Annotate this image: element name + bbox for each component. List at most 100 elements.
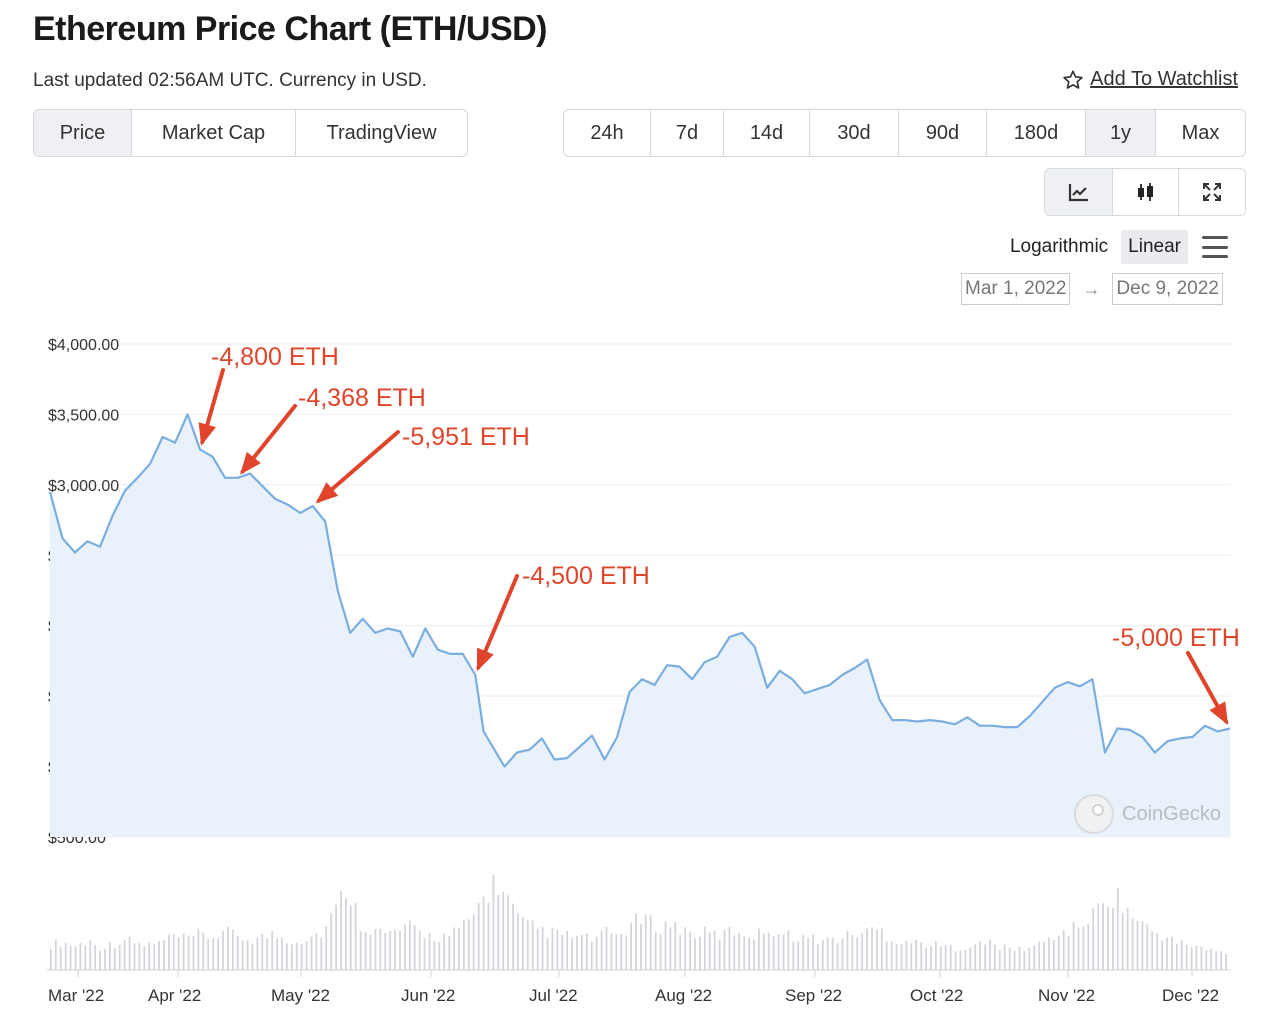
volume-bar bbox=[340, 891, 342, 970]
volume-bar bbox=[311, 936, 313, 970]
tab-tradingview[interactable]: TradingView bbox=[296, 110, 467, 156]
volume-bar bbox=[237, 936, 239, 970]
volume-bar bbox=[1225, 954, 1227, 970]
x-tick-label: Aug '22 bbox=[655, 986, 712, 1005]
volume-bar bbox=[414, 925, 416, 970]
volume-bar bbox=[906, 941, 908, 970]
date-from-input[interactable]: Mar 1, 2022 bbox=[961, 273, 1070, 305]
x-tick-label: Jun '22 bbox=[401, 986, 455, 1005]
coingecko-logo-eye bbox=[1093, 805, 1103, 815]
volume-bar bbox=[537, 929, 539, 970]
volume-bar bbox=[1043, 942, 1045, 970]
scale-logarithmic[interactable]: Logarithmic bbox=[1003, 230, 1115, 264]
annotation-label: -5,951 ETH bbox=[402, 423, 530, 451]
chart-menu-icon[interactable] bbox=[1202, 236, 1228, 258]
range-max[interactable]: Max bbox=[1156, 110, 1245, 156]
candlestick-button[interactable] bbox=[1113, 169, 1179, 215]
volume-bar bbox=[788, 930, 790, 970]
scale-linear[interactable]: Linear bbox=[1121, 230, 1188, 264]
volume-bar bbox=[920, 942, 922, 970]
volume-bar bbox=[925, 948, 927, 970]
volume-bar bbox=[670, 928, 672, 971]
annotation-label: -4,800 ETH bbox=[211, 343, 339, 371]
fullscreen-button[interactable] bbox=[1179, 169, 1245, 215]
volume-bar bbox=[1019, 947, 1021, 970]
volume-bar bbox=[89, 940, 91, 970]
tab-market-cap[interactable]: Market Cap bbox=[132, 110, 296, 156]
fullscreen-icon bbox=[1202, 182, 1222, 202]
volume-bar bbox=[522, 917, 524, 970]
volume-bar bbox=[434, 941, 436, 970]
volume-bar bbox=[896, 944, 898, 970]
volume-bar bbox=[832, 938, 834, 970]
volume-bar bbox=[1196, 946, 1198, 970]
x-tick-label: Dec '22 bbox=[1162, 986, 1219, 1005]
volume-bar bbox=[148, 943, 150, 970]
volume-bar bbox=[1171, 937, 1173, 970]
volume-bar bbox=[566, 931, 568, 970]
volume-bar bbox=[80, 943, 82, 970]
volume-bar bbox=[1215, 951, 1217, 970]
volume-bar bbox=[763, 934, 765, 970]
volume-bar bbox=[689, 932, 691, 970]
volume-bar bbox=[458, 928, 460, 970]
range-1y[interactable]: 1y bbox=[1086, 110, 1156, 156]
range-7d[interactable]: 7d bbox=[651, 110, 724, 156]
range-24h[interactable]: 24h bbox=[564, 110, 651, 156]
volume-bar bbox=[733, 935, 735, 970]
watchlist-label: Add To Watchlist bbox=[1090, 68, 1238, 91]
x-tick-label: Nov '22 bbox=[1038, 986, 1095, 1005]
volume-bar bbox=[379, 929, 381, 970]
volume-bar bbox=[655, 933, 657, 971]
volume-bar bbox=[1191, 947, 1193, 970]
x-tick-label: Mar '22 bbox=[48, 986, 104, 1005]
volume-bar bbox=[320, 938, 322, 970]
volume-bar bbox=[178, 937, 180, 970]
volume-bar bbox=[473, 915, 475, 970]
line-chart-button[interactable] bbox=[1045, 169, 1113, 215]
volume-bar bbox=[193, 936, 195, 970]
volume-bar bbox=[901, 944, 903, 970]
date-to-input[interactable]: Dec 9, 2022 bbox=[1112, 273, 1222, 305]
range-14d[interactable]: 14d bbox=[724, 110, 810, 156]
volume-bar bbox=[1201, 947, 1203, 970]
line-chart-icon bbox=[1068, 182, 1090, 202]
volume-bar bbox=[60, 947, 62, 970]
volume-bar bbox=[650, 915, 652, 970]
volume-bar bbox=[660, 934, 662, 970]
volume-bar bbox=[591, 942, 593, 970]
volume-bar bbox=[257, 938, 259, 970]
volume-bar bbox=[601, 930, 603, 970]
volume-bar bbox=[1083, 926, 1085, 970]
volume-bar bbox=[276, 938, 278, 970]
volume-bar bbox=[1014, 951, 1016, 970]
volume-bar bbox=[665, 921, 667, 970]
volume-bar bbox=[281, 938, 283, 971]
volume-bar bbox=[1210, 949, 1212, 970]
chart-view-buttons bbox=[1044, 168, 1246, 216]
volume-bar bbox=[296, 943, 298, 970]
volume-bar bbox=[448, 936, 450, 970]
volume-bar bbox=[856, 938, 858, 970]
add-to-watchlist-link[interactable]: Add To Watchlist bbox=[1062, 68, 1238, 91]
y-tick-label: $3,500.00 bbox=[48, 407, 119, 424]
volume-bar bbox=[84, 945, 86, 970]
volume-bar bbox=[114, 948, 116, 970]
volume-bar bbox=[645, 915, 647, 970]
volume-bar bbox=[65, 943, 67, 970]
volume-bar bbox=[316, 933, 318, 970]
volume-bar bbox=[350, 905, 352, 970]
volume-bar bbox=[104, 949, 106, 970]
tab-price[interactable]: Price bbox=[34, 110, 132, 156]
volume-bar bbox=[576, 936, 578, 970]
range-30d[interactable]: 30d bbox=[810, 110, 899, 156]
volume-bar bbox=[158, 941, 160, 970]
volume-bar bbox=[679, 935, 681, 970]
range-180d[interactable]: 180d bbox=[987, 110, 1086, 156]
volume-bar bbox=[851, 935, 853, 970]
volume-bar bbox=[630, 923, 632, 970]
volume-bar bbox=[989, 940, 991, 970]
range-90d[interactable]: 90d bbox=[899, 110, 987, 156]
volume-bar bbox=[984, 945, 986, 970]
volume-bar bbox=[394, 930, 396, 970]
